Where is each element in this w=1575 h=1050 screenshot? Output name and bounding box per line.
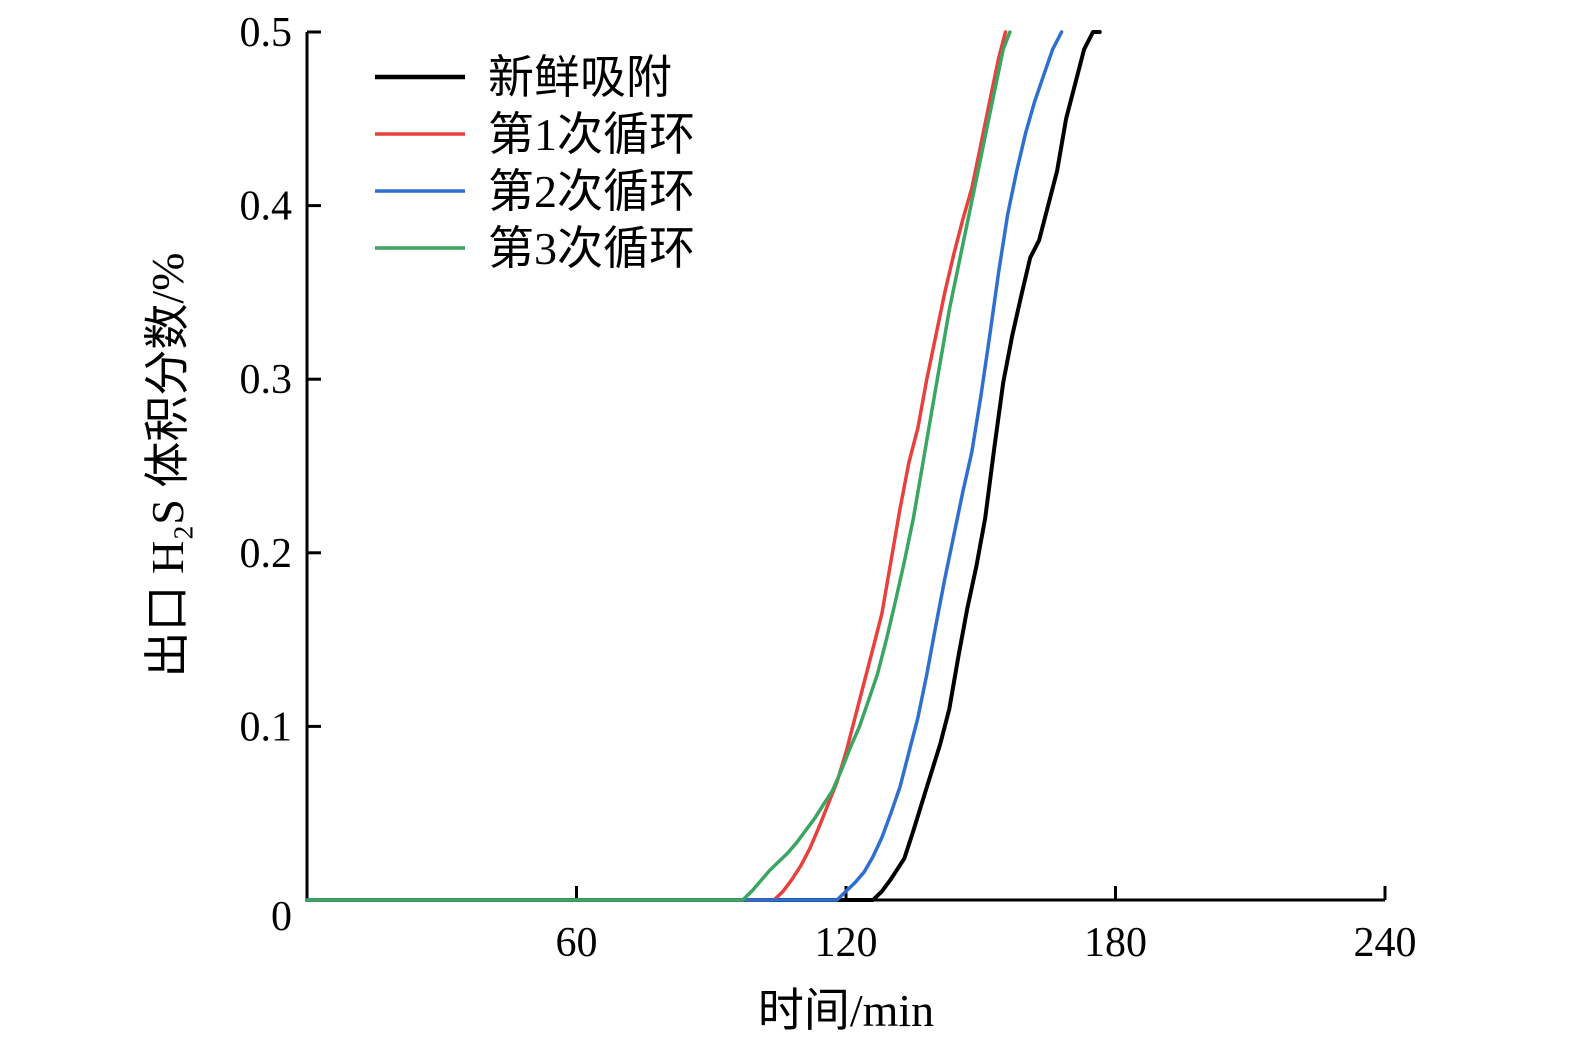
y-tick-label: 0.2 — [240, 531, 293, 577]
series-line-2 — [305, 30, 1008, 902]
legend-label-3: 第2次循环 — [488, 166, 695, 217]
y-tick-label: 0 — [271, 894, 292, 940]
x-tick-label: 120 — [815, 920, 878, 966]
legend-label-1: 新鲜吸附 — [488, 52, 672, 103]
y-tick-label: 0.4 — [240, 184, 293, 230]
x-tick-label: 240 — [1354, 920, 1417, 966]
y-tick-label: 0.5 — [240, 10, 293, 56]
series-line-1 — [305, 30, 1102, 902]
x-tick-label: 180 — [1084, 920, 1147, 966]
series-line-4 — [305, 30, 1012, 902]
x-tick-label: 60 — [556, 920, 598, 966]
x-axis-label: 时间/min — [758, 985, 934, 1036]
legend-label-4: 第3次循环 — [488, 223, 695, 274]
x-ticks: 60 120 180 240 — [305, 886, 1417, 966]
legend-label-2: 第1次循环 — [488, 109, 695, 160]
series-lines — [305, 30, 1102, 902]
y-ticks: 0 0.1 0.2 0.3 0.4 0.5 — [240, 10, 321, 940]
y-tick-label: 0.3 — [240, 357, 293, 403]
axes — [305, 32, 1385, 902]
y-axis-label: 出口 H₂S 体积分数/% — [142, 253, 193, 678]
series-line-3 — [305, 30, 1064, 902]
y-tick-label: 0.1 — [240, 704, 293, 750]
